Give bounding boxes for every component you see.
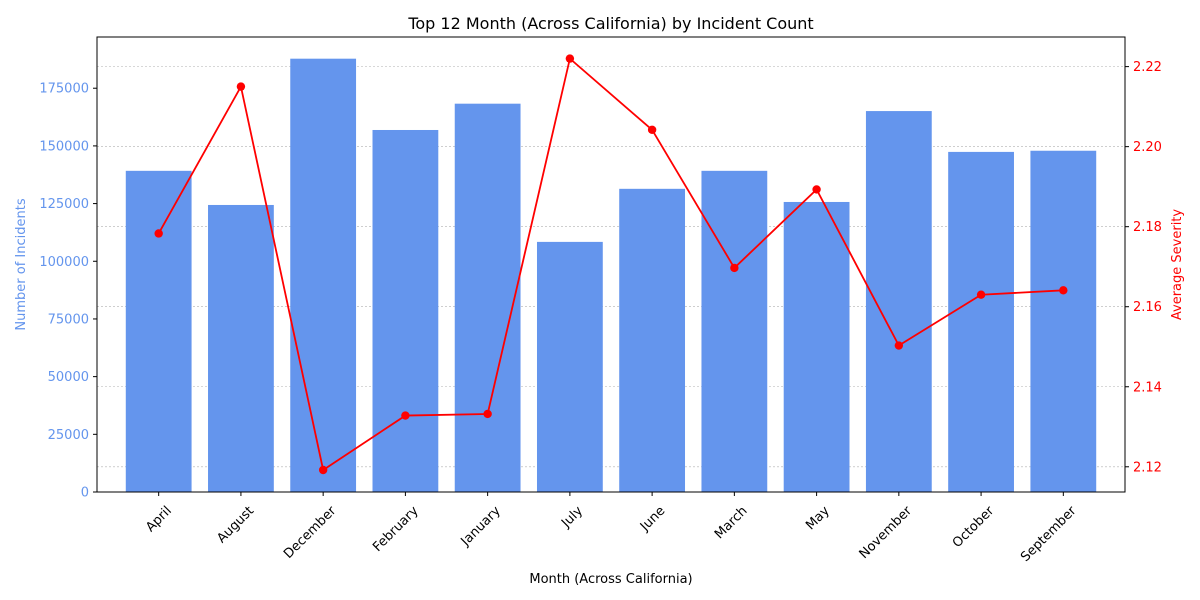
x-tick-label: January xyxy=(458,503,504,549)
x-tick-label: April xyxy=(143,504,175,536)
y-left-tick-label: 175000 xyxy=(39,82,89,97)
x-tick-label: December xyxy=(281,503,340,562)
severity-point-june xyxy=(647,125,657,135)
y-right-tick-label: 2.20 xyxy=(1133,140,1162,155)
bar-september xyxy=(1030,150,1097,492)
bar-december xyxy=(290,58,357,493)
x-tick-label: November xyxy=(857,503,916,562)
x-tick-label: February xyxy=(370,503,422,555)
x-tick-label: July xyxy=(558,503,586,531)
plot-frame xyxy=(96,36,1126,493)
x-tick-label: September xyxy=(1018,503,1080,565)
y-left-tick-label: 75000 xyxy=(48,312,89,327)
y-left-tick-label: 0 xyxy=(81,486,89,501)
bar-october xyxy=(948,151,1014,492)
y-left-tick-label: 150000 xyxy=(39,139,89,154)
y-left-tick-label: 50000 xyxy=(48,370,89,385)
severity-point-january xyxy=(483,409,492,419)
severity-point-may xyxy=(812,185,821,194)
severity-point-november xyxy=(894,341,904,350)
x-tick-label: June xyxy=(637,504,668,535)
bar-may xyxy=(783,201,850,492)
bar-july xyxy=(536,241,603,492)
y-left-tick-label: 25000 xyxy=(48,428,89,443)
y-left-tick-label: 125000 xyxy=(39,197,89,212)
y-left-tick-label: 100000 xyxy=(39,255,89,270)
x-tick-label: October xyxy=(950,503,998,551)
severity-point-august xyxy=(236,82,246,91)
severity-line xyxy=(157,56,1064,472)
x-tick-labels: April August December February January July Ju… xyxy=(143,503,1080,565)
bar-june xyxy=(619,188,686,492)
bar-march xyxy=(701,170,768,492)
severity-point-april xyxy=(154,229,163,238)
y-left-axis-label: Number of Incidents xyxy=(14,198,29,330)
bar-april xyxy=(125,170,192,492)
x-axis-label: Month (Across California) xyxy=(529,572,692,587)
x-tick-label: August xyxy=(214,504,257,547)
y-right-axis-label: Average Severity xyxy=(1170,209,1185,321)
bar-august xyxy=(208,204,274,492)
y-right-tick-label: 2.18 xyxy=(1133,220,1162,235)
chart-title: Top 12 Month (Across California) by Inci… xyxy=(407,14,813,33)
bar-series xyxy=(125,58,1097,493)
severity-point-march xyxy=(730,263,739,273)
y-right-tick-label: 2.14 xyxy=(1133,380,1162,395)
x-tick-label: May xyxy=(803,503,833,533)
axes xyxy=(93,36,1129,496)
x-tick-label: March xyxy=(712,504,751,543)
severity-point-december xyxy=(318,465,328,475)
severity-point-february xyxy=(401,411,410,420)
severity-point-september xyxy=(1059,286,1068,295)
y-right-tick-label: 2.12 xyxy=(1133,460,1162,475)
bar-february xyxy=(372,129,439,492)
bar-january xyxy=(454,103,521,493)
severity-point-october xyxy=(976,290,986,299)
y-right-tick-label: 2.16 xyxy=(1133,300,1162,315)
y-right-tick-labels: 2.12 2.14 2.16 2.18 2.20 2.22 xyxy=(1133,60,1162,475)
y-left-tick-labels: 0 25000 50000 75000 100000 125000 150000 175000 xyxy=(39,82,89,501)
bar-november xyxy=(865,111,932,493)
severity-point-july xyxy=(565,54,575,63)
line-series xyxy=(154,54,1068,475)
y-right-tick-label: 2.22 xyxy=(1133,60,1162,75)
